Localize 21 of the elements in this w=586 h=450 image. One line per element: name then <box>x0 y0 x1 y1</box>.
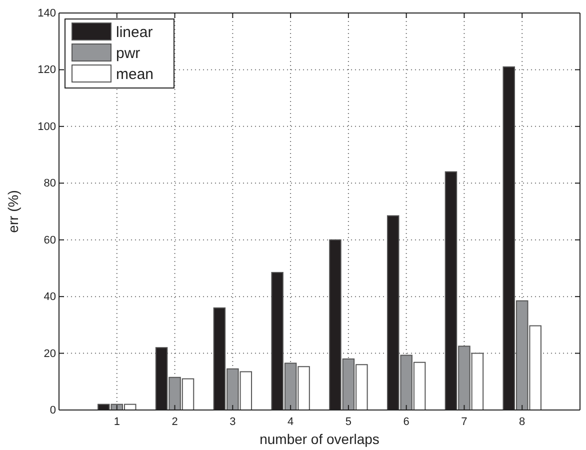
legend-label: pwr <box>116 45 140 62</box>
y-tick-label: 100 <box>38 120 56 133</box>
y-axis-title: err (%) <box>5 190 21 233</box>
x-tick-label: 2 <box>172 416 178 428</box>
x-axis-title: number of overlaps <box>260 431 380 447</box>
x-tick-label: 6 <box>403 416 410 428</box>
y-tick-label: 20 <box>44 348 56 360</box>
x-tick-label: 4 <box>287 416 294 428</box>
x-tick-label: 3 <box>230 416 236 428</box>
legend-label: mean <box>116 66 154 83</box>
y-tick-label: 140 <box>38 8 56 20</box>
x-tick-label: 5 <box>345 416 352 428</box>
y-tick-label: 0 <box>50 404 56 417</box>
y-tick-label: 80 <box>44 178 56 190</box>
y-tick-label: 40 <box>44 291 56 304</box>
x-tick-label: 8 <box>519 416 526 428</box>
x-tick-label: 1 <box>114 416 120 428</box>
legend-label: linear <box>116 24 153 41</box>
y-tick-label: 60 <box>44 234 56 246</box>
x-tick-label: 7 <box>461 416 468 428</box>
y-tick-label: 120 <box>38 64 56 76</box>
